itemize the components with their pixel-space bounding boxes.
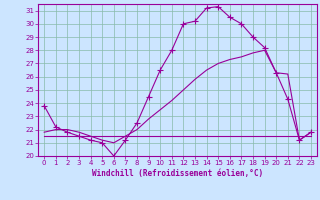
X-axis label: Windchill (Refroidissement éolien,°C): Windchill (Refroidissement éolien,°C) [92, 169, 263, 178]
